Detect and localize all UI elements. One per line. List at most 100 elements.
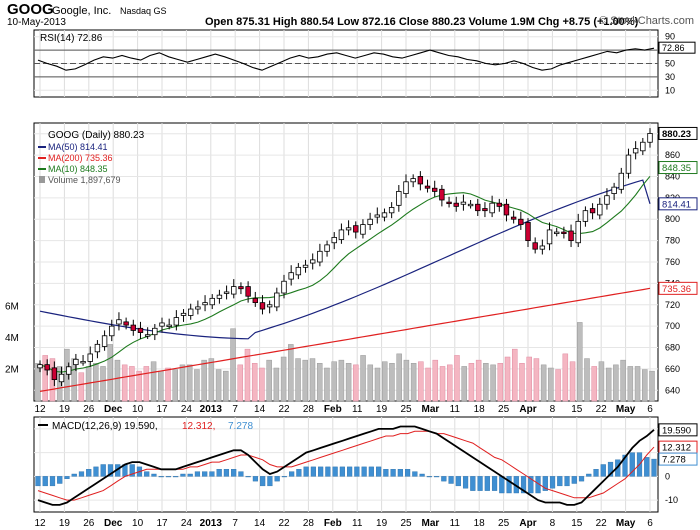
date-label: 10-May-2013 — [7, 17, 66, 28]
macd-histogram-bar — [426, 476, 432, 478]
volume-bar — [367, 364, 374, 402]
macd-histogram-bar — [93, 466, 99, 477]
candle-body — [288, 272, 294, 280]
macd-histogram-bar — [57, 476, 63, 484]
macd-histogram-bar — [180, 473, 186, 477]
volume-bar — [35, 363, 41, 402]
macd-value-label: 19.590 — [662, 425, 691, 436]
candle-body — [137, 327, 144, 333]
price-tick-label: 860 — [665, 150, 680, 160]
price-x-tick-label: 22 — [278, 404, 290, 415]
macd-histogram-bar — [455, 476, 461, 487]
volume-bar — [454, 355, 460, 402]
macd-histogram-bar — [173, 476, 179, 478]
candle-body — [130, 324, 136, 331]
volume-bar — [432, 359, 439, 402]
volume-bar — [172, 369, 178, 402]
candle-body — [173, 317, 180, 326]
price-x-tick-label: 26 — [83, 404, 95, 415]
volume-bar — [295, 358, 301, 402]
volume-bar — [353, 364, 359, 402]
macd-tick-label: 0 — [665, 471, 670, 481]
rsi-line — [37, 47, 655, 71]
volume-bar — [418, 361, 424, 402]
volume-bar — [100, 366, 106, 402]
macd-x-tick-label: 11 — [352, 518, 363, 529]
macd-histogram-bar — [187, 473, 193, 477]
candle-body — [109, 325, 115, 337]
volume-bar — [266, 359, 272, 402]
volume-bar — [316, 363, 323, 402]
macd-histogram-bar — [42, 476, 48, 487]
candle-body — [439, 188, 445, 201]
price-tick-label: 840 — [665, 171, 680, 181]
macd-histogram-bar — [607, 461, 614, 477]
ma200-line — [39, 287, 651, 392]
candle-body — [51, 367, 58, 381]
candle-body — [618, 172, 624, 190]
legend-volume: Volume 1,897,679 — [48, 175, 121, 185]
volume-bar — [273, 367, 280, 402]
price-x-tick-label: 14 — [254, 404, 266, 415]
macd-histogram-bar — [412, 471, 418, 477]
volume-bar — [194, 369, 200, 402]
macd-histogram-bar — [107, 464, 114, 477]
price-x-tick-label: Dec — [104, 404, 123, 415]
price-x-tick-label: 24 — [181, 404, 193, 415]
volume-bar — [526, 356, 532, 402]
macd-x-tick-label: 22 — [596, 518, 608, 529]
candle-body — [123, 321, 129, 326]
volume-bar — [71, 358, 77, 402]
macd-x-tick-label: 22 — [278, 518, 290, 529]
macd-histogram-bar — [165, 476, 172, 478]
legend-ma200: MA(200) 735.36 — [48, 153, 113, 163]
macd-histogram-bar — [477, 476, 483, 491]
macd-histogram-bar — [274, 476, 280, 482]
price-x-tick-label: Apr — [519, 404, 536, 415]
candle-body — [518, 218, 524, 225]
candle-body — [259, 302, 266, 310]
macd-x-tick-label: Apr — [519, 518, 536, 529]
volume-bar — [107, 344, 113, 402]
volume-bar — [540, 364, 547, 402]
macd-histogram-bar — [578, 476, 585, 482]
watermark: © StockCharts.com — [599, 15, 694, 27]
macd-histogram-bar — [144, 471, 150, 477]
macd-histogram-bar — [49, 476, 56, 487]
legend-goog: GOOG (Daily) 880.23 — [48, 130, 145, 141]
candle-body — [561, 231, 567, 234]
volume-bar — [620, 359, 626, 402]
volume-bar — [533, 358, 540, 402]
candle-body — [231, 286, 237, 295]
candle-body — [424, 185, 431, 189]
macd-histogram-bar — [383, 469, 389, 477]
macd-x-tick-label: 2013 — [200, 518, 223, 529]
macd-histogram-bar — [390, 469, 396, 477]
macd-signal-line — [37, 430, 655, 501]
candle-body — [632, 148, 639, 154]
candle-body — [360, 224, 366, 235]
macd-x-tick-label: 10 — [132, 518, 144, 529]
macd-histogram-bar — [542, 476, 548, 491]
volume-bar — [410, 363, 417, 402]
volume-tick-label: 6M — [5, 302, 19, 313]
candle-body — [295, 266, 302, 276]
candle-body — [144, 334, 151, 337]
volume-bar — [288, 344, 294, 402]
candle-body — [453, 202, 459, 207]
rsi-tick-label: 90 — [665, 32, 675, 42]
candle-body — [116, 319, 122, 325]
price-x-tick-label: Feb — [324, 404, 342, 415]
macd-x-tick-label: Dec — [104, 518, 123, 529]
price-x-tick-label: 25 — [400, 404, 412, 415]
macd-histogram-bar — [78, 471, 85, 477]
macd-histogram-bar — [310, 466, 316, 477]
volume-bar — [577, 322, 583, 402]
volume-bar — [504, 356, 511, 402]
macd-histogram-bar — [484, 476, 490, 491]
price-tag-box — [658, 197, 698, 211]
legend-ma10: MA(10) 848.35 — [48, 164, 108, 174]
volume-bar — [280, 356, 287, 402]
macd-histogram-bar — [129, 464, 135, 477]
